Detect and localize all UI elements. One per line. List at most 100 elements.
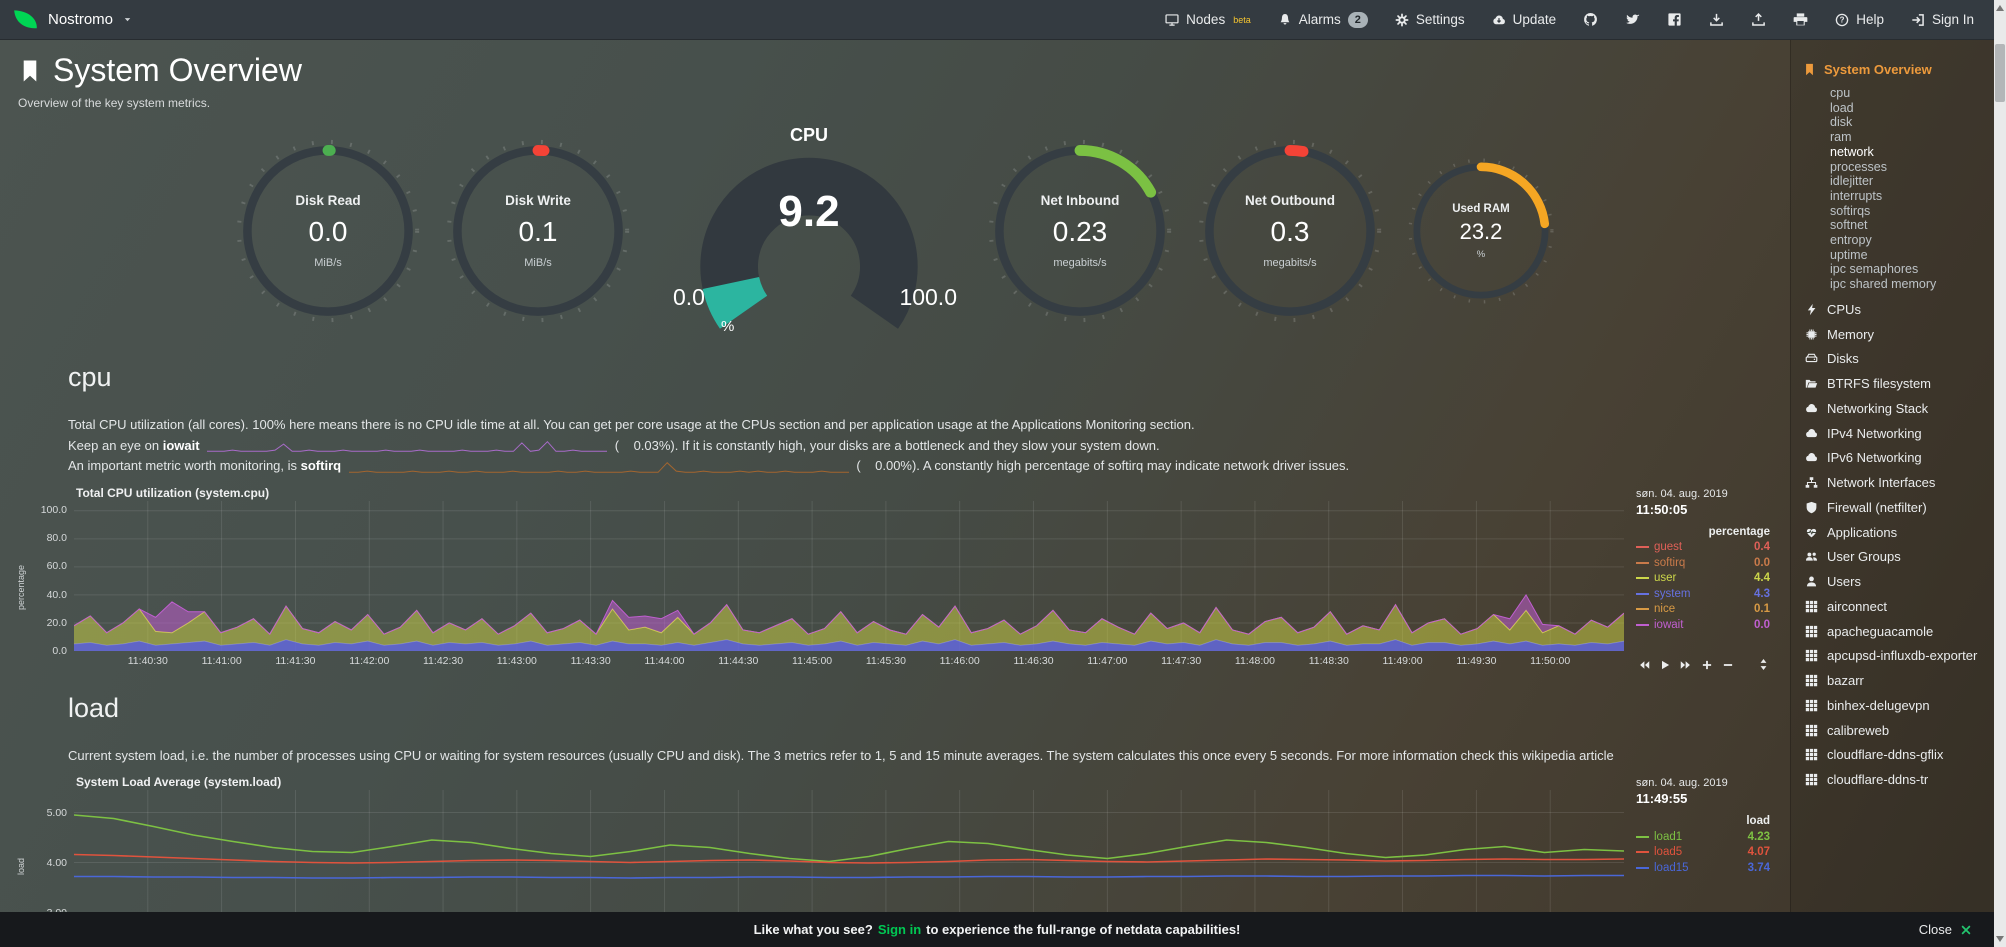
sidebar-category-memory[interactable]: Memory xyxy=(1803,327,1988,343)
banner-close-button[interactable]: Close xyxy=(1919,922,1972,937)
iowait-sparkline[interactable] xyxy=(207,439,607,453)
sidebar-item-softirqs[interactable]: softirqs xyxy=(1830,203,1871,218)
sidebar-item-uptime[interactable]: uptime xyxy=(1830,247,1868,262)
sidebar-item-idlejitter[interactable]: idlejitter xyxy=(1830,174,1874,189)
scrollbar-down-arrow[interactable] xyxy=(1996,936,2004,942)
pan-forward-icon[interactable] xyxy=(1680,659,1692,671)
sidebar-item-entropy[interactable]: entropy xyxy=(1830,233,1872,248)
resize-handle-icon[interactable] xyxy=(1757,658,1770,671)
scrollbar-up-arrow[interactable] xyxy=(1996,5,2004,11)
signin-button[interactable]: Sign In xyxy=(1911,12,1974,27)
sidebar-item-interrupts[interactable]: interrupts xyxy=(1830,188,1883,203)
load-chart-yticks: 5.004.003.00 xyxy=(30,790,74,920)
x-axis-label: 11:42:30 xyxy=(423,654,464,667)
sidebar-category-users[interactable]: Users xyxy=(1803,574,1988,590)
sidebar-item-load[interactable]: load xyxy=(1830,100,1854,115)
sidebar-category-airconnect[interactable]: airconnect xyxy=(1803,599,1988,615)
sidebar-category-btrfs-filesystem[interactable]: BTRFS filesystem xyxy=(1803,376,1988,392)
sidebar-category-bazarr[interactable]: bazarr xyxy=(1803,673,1988,689)
my-netdata-menu[interactable]: Nostromo xyxy=(12,6,133,33)
softirq-sparkline[interactable] xyxy=(349,460,849,474)
sidebar-category-applications[interactable]: Applications xyxy=(1803,525,1988,541)
legend-guest[interactable]: guest 0.4 xyxy=(1636,540,1772,556)
legend-softirq[interactable]: softirq 0.0 xyxy=(1636,555,1772,571)
sidebar-category-networking-stack[interactable]: Networking Stack xyxy=(1803,401,1988,417)
scrollbar-thumb[interactable] xyxy=(1995,44,2005,102)
sidebar-category-user-groups[interactable]: User Groups xyxy=(1803,549,1988,565)
gauge-disk-read[interactable]: Disk Read 0.0 MiB/s xyxy=(235,138,421,324)
sidebar-category-ipv6-networking[interactable]: IPv6 Networking xyxy=(1803,450,1988,466)
legend-system[interactable]: system 4.3 xyxy=(1636,586,1772,602)
legend-nice[interactable]: nice 0.1 xyxy=(1636,602,1772,618)
sidebar-item-cpu[interactable]: cpu xyxy=(1830,86,1851,100)
gauge-net-outbound[interactable]: Net Outbound 0.3 megabits/s xyxy=(1197,138,1383,324)
legend-load1[interactable]: load1 4.23 xyxy=(1636,829,1772,845)
help-button[interactable]: Help xyxy=(1835,12,1884,27)
sidebar-category-calibreweb[interactable]: calibreweb xyxy=(1803,723,1988,739)
gauge-net-inbound[interactable]: Net Inbound 0.23 megabits/s xyxy=(987,138,1173,324)
zoom-out-icon[interactable] xyxy=(1722,659,1734,671)
sidebar-category-disks[interactable]: Disks xyxy=(1803,351,1988,367)
microchip-icon xyxy=(1805,328,1818,341)
twitter-button[interactable] xyxy=(1625,12,1640,27)
load-chart-canvas[interactable] xyxy=(74,790,1624,920)
update-button[interactable]: Update xyxy=(1492,12,1556,27)
sidebar-category-binhex-delugevpn[interactable]: binhex-delugevpn xyxy=(1803,698,1988,714)
netdata-logo-icon[interactable] xyxy=(12,6,39,33)
gauge-used-ram[interactable]: Used RAM 23.2% xyxy=(1407,157,1555,305)
y-tick-label: 100.0 xyxy=(40,504,67,517)
legend-iowait[interactable]: iowait 0.0 xyxy=(1636,617,1772,633)
sidebar-category-cpus[interactable]: CPUs xyxy=(1803,302,1988,318)
sidebar-item-softnet[interactable]: softnet xyxy=(1830,218,1868,233)
sidebar-category-cloudflare-ddns-gflix[interactable]: cloudflare-ddns-gflix xyxy=(1803,747,1988,763)
settings-button[interactable]: Settings xyxy=(1395,12,1465,27)
alarms-button[interactable]: Alarms 2 xyxy=(1278,11,1368,28)
chart-time: 11:50:05 xyxy=(1636,501,1688,517)
play-icon[interactable] xyxy=(1659,659,1671,671)
sidebar-category-firewall-netfilter[interactable]: Firewall (netfilter) xyxy=(1803,500,1988,516)
legend-load5[interactable]: load5 4.07 xyxy=(1636,845,1772,861)
sidebar-category-ipv4-networking[interactable]: IPv4 Networking xyxy=(1803,426,1988,442)
import-button[interactable] xyxy=(1709,12,1724,27)
legend-user[interactable]: user 4.4 xyxy=(1636,571,1772,587)
cpu-chart-plot[interactable] xyxy=(74,501,1624,651)
iowait-line-post: ( 0.03%). If it is constantly high, your… xyxy=(614,437,1160,453)
print-button[interactable] xyxy=(1793,12,1808,27)
x-axis-label: 11:47:30 xyxy=(1161,654,1202,667)
pan-backward-icon[interactable] xyxy=(1638,659,1650,671)
softirq-line-post: ( 0.00%). A constantly high percentage o… xyxy=(856,458,1350,474)
cpu-chart-yticks: 100.0 80.0 60.0 40.0 20.0 0.0 xyxy=(30,501,74,656)
legend-load15[interactable]: load15 3.74 xyxy=(1636,860,1772,876)
export-button[interactable] xyxy=(1751,12,1766,27)
sidebar-item-processes[interactable]: processes xyxy=(1830,159,1887,174)
sidebar-item-ipc-semaphores[interactable]: ipc semaphores xyxy=(1830,262,1919,277)
hostname-dropdown[interactable]: Nostromo xyxy=(48,11,114,28)
cpu-chart-canvas[interactable] xyxy=(74,501,1624,651)
nodes-button[interactable]: Nodes beta xyxy=(1165,12,1251,27)
github-button[interactable] xyxy=(1583,12,1598,27)
y-tick-label: 0.0 xyxy=(52,644,67,657)
sidebar-item-ram[interactable]: ram xyxy=(1830,130,1852,145)
bookmark-icon xyxy=(18,59,42,83)
sidebar-item-system-overview[interactable]: System Overview xyxy=(1803,62,1988,77)
cloud-download-icon xyxy=(1492,13,1506,27)
github-icon xyxy=(1583,12,1598,27)
load-chart-plot[interactable] xyxy=(74,790,1624,920)
close-icon[interactable] xyxy=(1960,924,1972,936)
sidebar-item-network[interactable]: network xyxy=(1830,144,1874,159)
sidebar-category-apacheguacamole[interactable]: apacheguacamole xyxy=(1803,624,1988,640)
x-axis-label: 11:41:00 xyxy=(201,654,242,667)
sidebar-item-disk[interactable]: disk xyxy=(1830,115,1853,130)
load-section-paragraph: Current system load, i.e. the number of … xyxy=(68,747,1614,763)
sidebar-category-apcupsd-influxdb-exporter[interactable]: apcupsd-influxdb-exporter xyxy=(1803,648,1988,664)
banner-signin-link[interactable]: Sign in xyxy=(877,922,922,937)
question-icon xyxy=(1835,13,1849,27)
facebook-button[interactable] xyxy=(1667,12,1682,27)
gauge-disk-write[interactable]: Disk Write 0.1 MiB/s xyxy=(445,138,631,324)
zoom-in-icon[interactable] xyxy=(1701,659,1713,671)
gauge-cpu[interactable]: CPU 9.2 0.0 100.0 % xyxy=(659,125,959,337)
sidebar-category-cloudflare-ddns-tr[interactable]: cloudflare-ddns-tr xyxy=(1803,772,1988,788)
folder-open-icon xyxy=(1805,377,1818,390)
sidebar-category-network-interfaces[interactable]: Network Interfaces xyxy=(1803,475,1988,491)
sidebar-item-ipc-shared-memory[interactable]: ipc shared memory xyxy=(1830,277,1937,292)
